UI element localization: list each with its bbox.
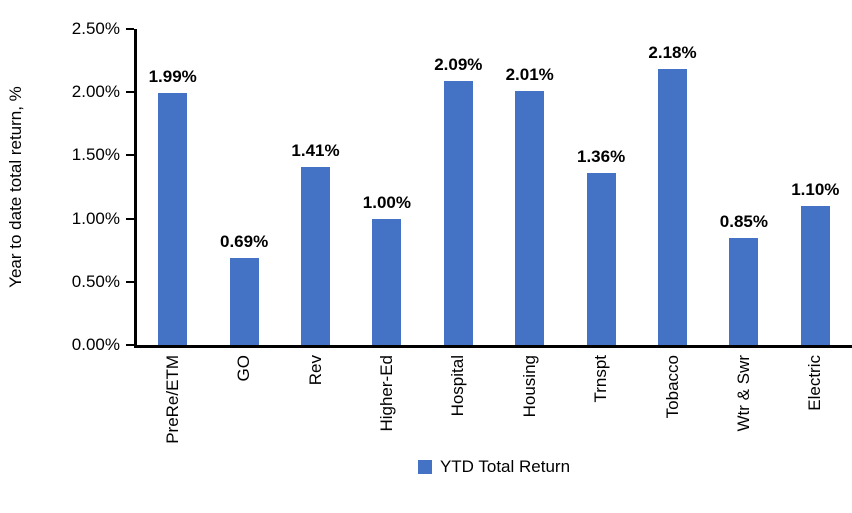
x-category-label: Higher-Ed <box>376 355 396 432</box>
y-tick-label: 0.50% <box>71 271 120 291</box>
legend-label: YTD Total Return <box>439 457 571 476</box>
x-category-label: Wtr & Swr <box>733 355 753 432</box>
bar-value-label: 0.85% <box>719 211 768 231</box>
bar <box>515 90 545 345</box>
x-axis-line <box>134 345 852 348</box>
bar <box>443 80 473 345</box>
x-category-label: Rev <box>305 355 325 386</box>
y-tick <box>126 91 134 94</box>
y-tick-label: 0.00% <box>71 335 120 354</box>
bar <box>372 218 402 345</box>
bar-value-label: 1.00% <box>362 192 411 212</box>
legend-swatch <box>417 460 432 474</box>
bar <box>586 173 616 345</box>
y-tick-label: 1.50% <box>71 145 120 165</box>
y-tick <box>126 217 134 220</box>
x-category-label: Electric <box>805 355 825 411</box>
x-category-label: Tobacco <box>662 355 682 419</box>
x-category-label: Housing <box>519 355 539 418</box>
bar-value-label: 1.99% <box>148 67 197 87</box>
bar-value-label: 2.09% <box>434 54 483 74</box>
bar <box>158 93 188 345</box>
bar-value-label: 0.69% <box>219 231 269 251</box>
bar <box>658 69 687 345</box>
y-tick-label: 1.00% <box>71 208 120 228</box>
y-tick <box>126 344 134 346</box>
y-tick <box>126 280 134 283</box>
y-axis-line <box>134 29 137 348</box>
bar-value-label: 2.01% <box>505 64 554 84</box>
x-category-label: PreRe/ETM <box>162 355 182 444</box>
y-tick-label: 2.00% <box>71 82 120 102</box>
bar-value-label: 1.36% <box>576 147 626 167</box>
x-category-label: Hospital <box>448 355 468 417</box>
bar <box>229 257 259 345</box>
bar <box>800 205 830 345</box>
x-category-label: Trnspt <box>591 355 611 403</box>
bar <box>729 237 759 345</box>
bar-value-label: 1.10% <box>791 179 840 199</box>
y-tick <box>126 28 134 30</box>
y-tick-label: 2.50% <box>71 19 120 38</box>
bar <box>301 166 330 345</box>
y-tick <box>126 154 134 157</box>
y-axis-title: Year to date total return, % <box>6 86 25 288</box>
bar-value-label: 1.41% <box>291 140 340 160</box>
bar-value-label: 2.18% <box>648 43 697 63</box>
legend: YTD Total Return <box>137 455 851 479</box>
x-category-label: GO <box>234 355 254 382</box>
